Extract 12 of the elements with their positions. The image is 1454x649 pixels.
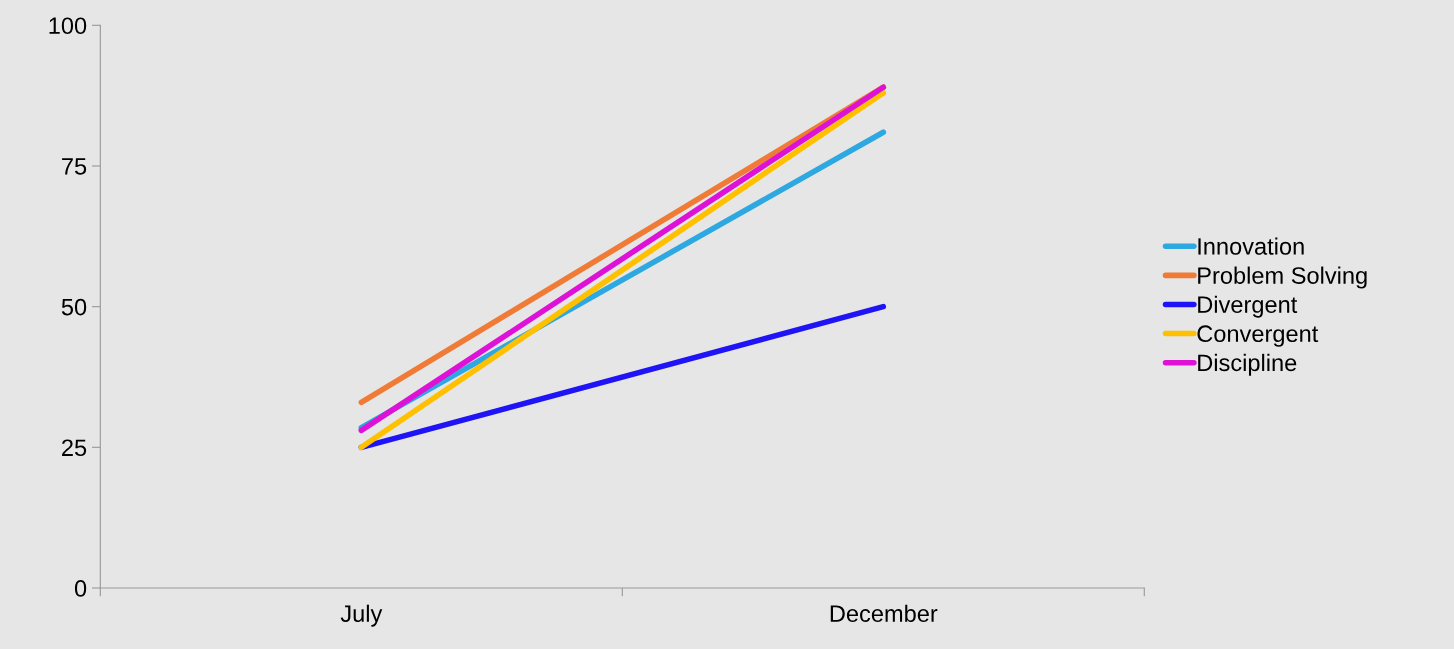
legend-label: Problem Solving [1198, 266, 1367, 289]
y-tick-label: 50 [61, 298, 87, 316]
y-tick-label: 75 [62, 158, 87, 175]
y-tick-label: 0 [74, 580, 87, 597]
legend-label: Discipline [1198, 353, 1297, 376]
x-tick-label: July [340, 604, 383, 627]
y-tick-label: 100 [49, 17, 87, 35]
legend-label: Innovation [1198, 237, 1304, 255]
x-tick-label: December [830, 604, 938, 622]
legend-label: Divergent [1198, 295, 1298, 318]
legend-label: Convergent [1197, 325, 1319, 347]
y-tick-label: 25 [62, 439, 87, 457]
